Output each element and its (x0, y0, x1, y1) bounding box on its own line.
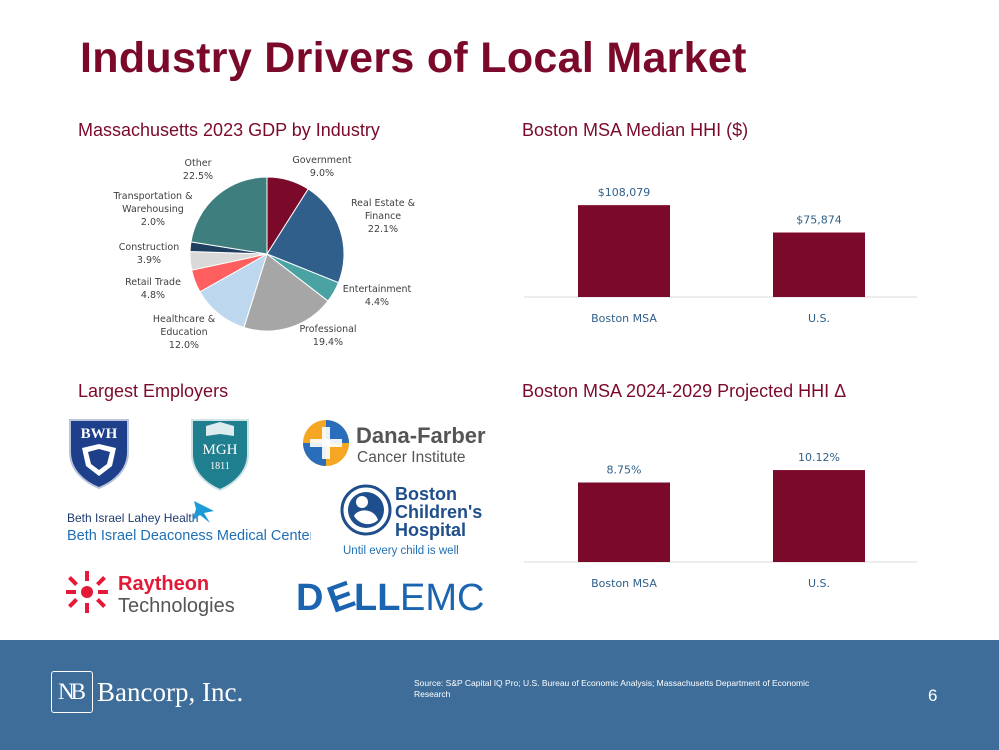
raytheon-logo: Raytheon Technologies (66, 571, 235, 617)
svg-text:1811: 1811 (210, 461, 230, 472)
hhi-category-label: Boston MSA (591, 312, 657, 325)
gdp-pie-chart: Government 9.0% Real Estate & Finance 22.1%… (112, 155, 416, 351)
pie-label-construction: Construction 3.9% (119, 242, 180, 266)
projected-hhi-bar-chart: 8.75% Boston MSA 10.12% U.S. (524, 451, 917, 590)
company-name: Bancorp, Inc. (97, 677, 244, 707)
proj-category-label: U.S. (808, 577, 830, 590)
proj-bar-boston-msa (578, 482, 670, 562)
dana-farber-logo: Dana-Farber Cancer Institute (303, 420, 486, 466)
proj-category-label: Boston MSA (591, 577, 657, 590)
svg-text:MGH: MGH (202, 442, 237, 458)
pie-label-healthcare: Healthcare & Education 12.0% (153, 314, 216, 351)
svg-text:Technologies: Technologies (118, 595, 235, 617)
projected-hhi-chart-title: Boston MSA 2024-2029 Projected HHI Δ (522, 381, 847, 401)
hhi-data-label: $75,874 (796, 214, 842, 227)
proj-data-label: 8.75% (607, 464, 642, 477)
svg-text:Raytheon: Raytheon (118, 573, 209, 595)
svg-text:EMC: EMC (400, 577, 484, 616)
boston-childrens-logo: Boston Children's Hospital Until every c… (340, 484, 482, 557)
svg-text:BWH: BWH (81, 426, 118, 442)
pie-label-professional: Professional 19.4% (299, 324, 356, 348)
pie-label-real-estate: Real Estate & Finance 22.1% (351, 198, 416, 235)
pie-label-entertainment: Entertainment 4.4% (343, 284, 412, 308)
svg-text:Until every child is well: Until every child is well (343, 545, 459, 557)
pie-label-transportation: Transportation & Warehousing 2.0% (112, 191, 193, 228)
gdp-chart-title: Massachusetts 2023 GDP by Industry (78, 120, 380, 140)
proj-data-label: 10.12% (798, 451, 840, 464)
svg-text:LL: LL (354, 577, 400, 616)
pie-label-government: Government 9.0% (292, 155, 352, 179)
svg-text:Hospital: Hospital (395, 520, 466, 540)
svg-text:D: D (296, 577, 323, 616)
pie-slice-other (190, 176, 268, 255)
hhi-bar-us (773, 232, 865, 297)
hhi-data-label: $108,079 (598, 186, 651, 199)
hhi-bar-boston-msa (578, 205, 670, 297)
page-number: 6 (928, 686, 938, 705)
slide-title: Industry Drivers of Local Market (80, 34, 747, 82)
svg-text:Dana-Farber: Dana-Farber (356, 423, 486, 448)
median-hhi-bar-chart: $108,079 Boston MSA $75,874 U.S. (524, 186, 917, 325)
hhi-category-label: U.S. (808, 312, 830, 325)
bwh-logo: BWH (69, 419, 129, 490)
svg-text:Beth Israel Deaconess Medical: Beth Israel Deaconess Medical Center (67, 528, 311, 544)
svg-text:Boston: Boston (395, 484, 457, 504)
source-note: Source: S&P Capital IQ Pro; U.S. Bureau … (414, 678, 810, 699)
pie-label-retail: Retail Trade 4.8% (125, 277, 181, 301)
employers-title: Largest Employers (78, 381, 229, 401)
proj-bar-us (773, 470, 865, 562)
pie-label-other: Other 22.5% (183, 158, 213, 182)
dell-emc-logo: D E LL EMC (296, 574, 484, 616)
beth-israel-logo: Beth Israel Lahey Health Beth Israel Dea… (67, 501, 311, 544)
nb-bancorp-logo: NB Bancorp, Inc. (51, 669, 271, 719)
mgh-logo: MGH 1811 (191, 419, 249, 492)
footer-band (0, 640, 999, 750)
pie-slice-real-estate-finance (266, 188, 345, 284)
hhi-chart-title: Boston MSA Median HHI ($) (522, 120, 749, 140)
pie-slice-professional (243, 253, 329, 332)
nb-mark: NB (51, 671, 93, 713)
svg-text:Beth Israel Lahey Health: Beth Israel Lahey Health (67, 511, 198, 525)
svg-text:Cancer Institute: Cancer Institute (357, 449, 466, 466)
svg-text:Children's: Children's (395, 502, 482, 522)
